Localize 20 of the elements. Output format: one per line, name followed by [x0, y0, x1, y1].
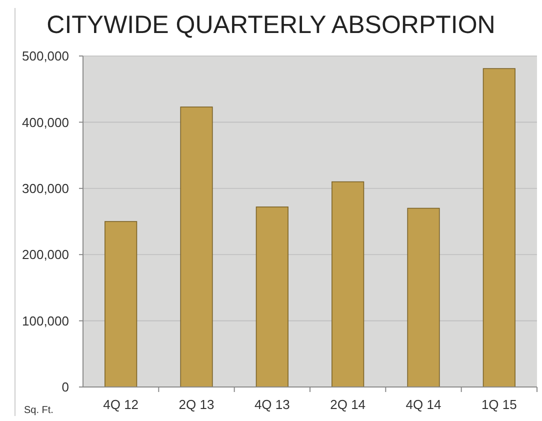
- chart-title: CITYWIDE QUARTERLY ABSORPTION: [46, 11, 496, 39]
- y-tick-label: 300,000: [22, 180, 69, 196]
- y-tick-label: 200,000: [22, 247, 69, 262]
- x-tick-label: 4Q 14: [406, 397, 442, 412]
- y-tick-label: 500,000: [22, 48, 69, 64]
- bar: [180, 106, 213, 388]
- y-axis-title: Sq. Ft.: [24, 405, 54, 416]
- bar: [332, 181, 364, 388]
- x-tick-label: 2Q 13: [178, 397, 214, 412]
- y-tick-label: 0: [62, 380, 69, 395]
- bar: [407, 208, 440, 388]
- bar: [104, 221, 138, 388]
- bar: [482, 68, 516, 388]
- x-tick-label: 2Q 14: [330, 397, 366, 412]
- x-tick-label: 4Q 13: [254, 397, 290, 412]
- y-tick-label: 400,000: [22, 114, 69, 130]
- x-tick-label: 4Q 12: [103, 397, 139, 412]
- bar: [256, 206, 288, 388]
- x-tick-label: 1Q 15: [481, 397, 517, 412]
- y-tick-label: 100,000: [22, 313, 69, 328]
